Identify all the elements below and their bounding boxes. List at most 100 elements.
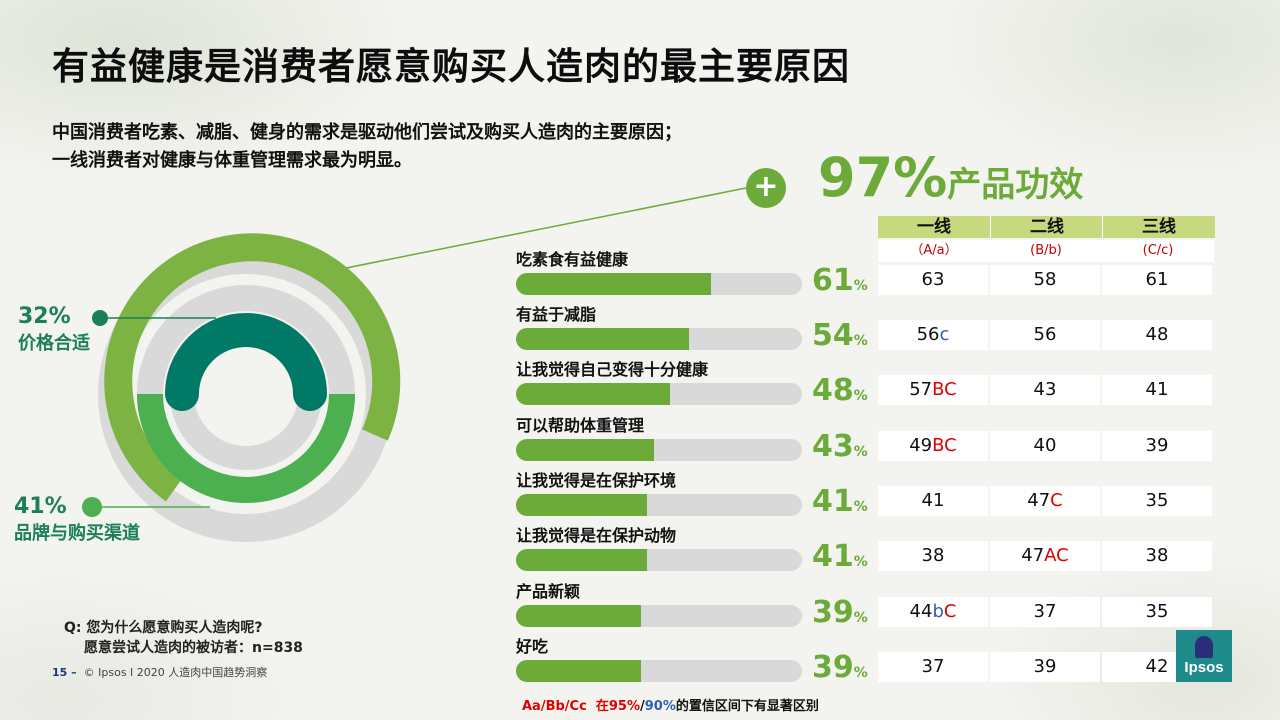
col-header-tier1: 一线 [878,216,990,238]
bar [516,383,670,405]
question-line-2: 愿意尝试人造肉的被访者：n=838 [84,640,303,656]
bar-label: 吃素食有益健康 [516,250,629,269]
tier-cell: 61 [1102,265,1212,295]
legend-p90: 90% [644,699,676,714]
bar-value: 61 [812,263,854,298]
tier-value: 38 [1145,545,1169,566]
bar-label: 让我觉得是在保护动物 [516,526,677,545]
tier-cell: 39 [990,652,1100,682]
bar-track [516,328,802,350]
tier-value: 63 [921,269,945,290]
subtitle-line-2: 一线消费者对健康与体重管理需求最为明显。 [52,150,412,171]
bar-value: 54 [812,318,854,353]
headline-efficacy: 97%产品功效 [818,146,1083,209]
significance-marker: bC [932,601,957,622]
bar-value-suffix: % [853,278,868,294]
significance-marker: BC [932,435,957,456]
tier-cell: 38 [878,541,988,571]
bar-value-suffix: % [853,665,868,681]
significance-marker: C [1050,490,1063,511]
tier-value: 47 [1021,545,1045,566]
tier-value: 56 [1033,324,1057,345]
tier-cell: 38 [1102,541,1212,571]
significance-marker: c [939,324,950,345]
bar-label: 产品新颖 [516,582,581,601]
bar-value-label: 54% [812,318,868,353]
tier-value: 39 [1145,435,1169,456]
donut-arc-brand [137,393,355,504]
bar-track [516,383,802,405]
tier-cell: 35 [1102,597,1212,627]
col-header-tier3: 三线 [1102,216,1215,238]
marker-brand [82,497,102,517]
bar-value-label: 48% [812,373,868,408]
tier-value: 35 [1145,490,1169,511]
plus-icon: + [746,168,786,208]
tier-cell: 49BC [878,431,988,461]
bar-value-suffix: % [853,610,868,626]
tier-cell: 37 [878,652,988,682]
tier-value: 37 [1033,601,1057,622]
bar-track [516,549,802,571]
tier-cell: 48 [1102,320,1212,350]
bar [516,328,689,350]
ipsos-logo-mark [1195,636,1213,658]
bar-value-label: 39% [812,650,868,685]
legend-post: 的置信区间下有显著区别 [675,699,819,714]
marker-price [92,310,108,326]
bar-value: 41 [812,484,854,519]
bar [516,605,641,627]
leader-line-efficacy [325,187,747,273]
tier-value: 42 [1145,656,1169,677]
bar-track [516,273,802,295]
brand-label: 品牌与购买渠道 [14,523,140,544]
tier-value: 43 [1033,379,1057,400]
page-title: 有益健康是消费者愿意购买人造肉的最主要原因 [52,45,850,88]
significance-legend: Aa/Bb/Cc 在95%/90%的置信区间下有显著区别 [522,695,819,714]
legend-slash: / [640,699,645,714]
bar-value: 39 [812,595,854,630]
bar-track [516,439,802,461]
footer-text: © Ipsos I 2020 人造肉中国趋势洞察 [83,666,268,679]
legend-p95: 95% [608,699,640,714]
bar-value-suffix: % [853,499,868,515]
tier-cell: 58 [990,265,1100,295]
tier-value: 61 [1145,269,1169,290]
bar-label: 让我觉得自己变得十分健康 [516,360,709,379]
tier-value: 48 [1145,324,1169,345]
bar-value-label: 41% [812,484,868,519]
bar-value-suffix: % [853,444,868,460]
price-pct: 32% [18,304,71,329]
donut-label-price: 32% 价格合适 [18,304,90,355]
tier-value: 41 [1145,379,1169,400]
brand-pct: 41% [14,494,67,519]
bar [516,549,647,571]
subtitle-line-1: 中国消费者吃素、减脂、健身的需求是驱动他们尝试及购买人造肉的主要原因； [52,122,682,143]
question-note: Q: 您为什么愿意购买人造肉呢? 愿意尝试人造肉的被访者：n=838 [64,618,303,658]
ipsos-logo-text: Ipsos [1184,659,1224,676]
bar-value-suffix: % [853,554,868,570]
bar [516,494,647,516]
tier-cell: 56 [990,320,1100,350]
bar-value: 43 [812,429,854,464]
tier-cell: 44bC [878,597,988,627]
bar-value-label: 43% [812,429,868,464]
tier-value: 39 [1033,656,1057,677]
tier-value: 41 [921,490,945,511]
tier-cell: 39 [1102,431,1212,461]
tier-cell: 63 [878,265,988,295]
headline-label: 产品功效 [947,165,1084,205]
tier-value: 58 [1033,269,1057,290]
legend-pre: 在 [595,699,609,714]
donut-arc-efficacy [104,233,401,502]
tier-value: 38 [921,545,945,566]
tier-cell: 41 [1102,375,1212,405]
tier-cell: 35 [1102,486,1212,516]
bar [516,273,711,295]
bar-value: 41 [812,539,854,574]
tier-value: 44 [909,601,933,622]
tier-cell: 57BC [878,375,988,405]
significance-marker: BC [932,379,957,400]
tier-cell: 40 [990,431,1100,461]
bar-label: 有益于减脂 [516,305,597,324]
